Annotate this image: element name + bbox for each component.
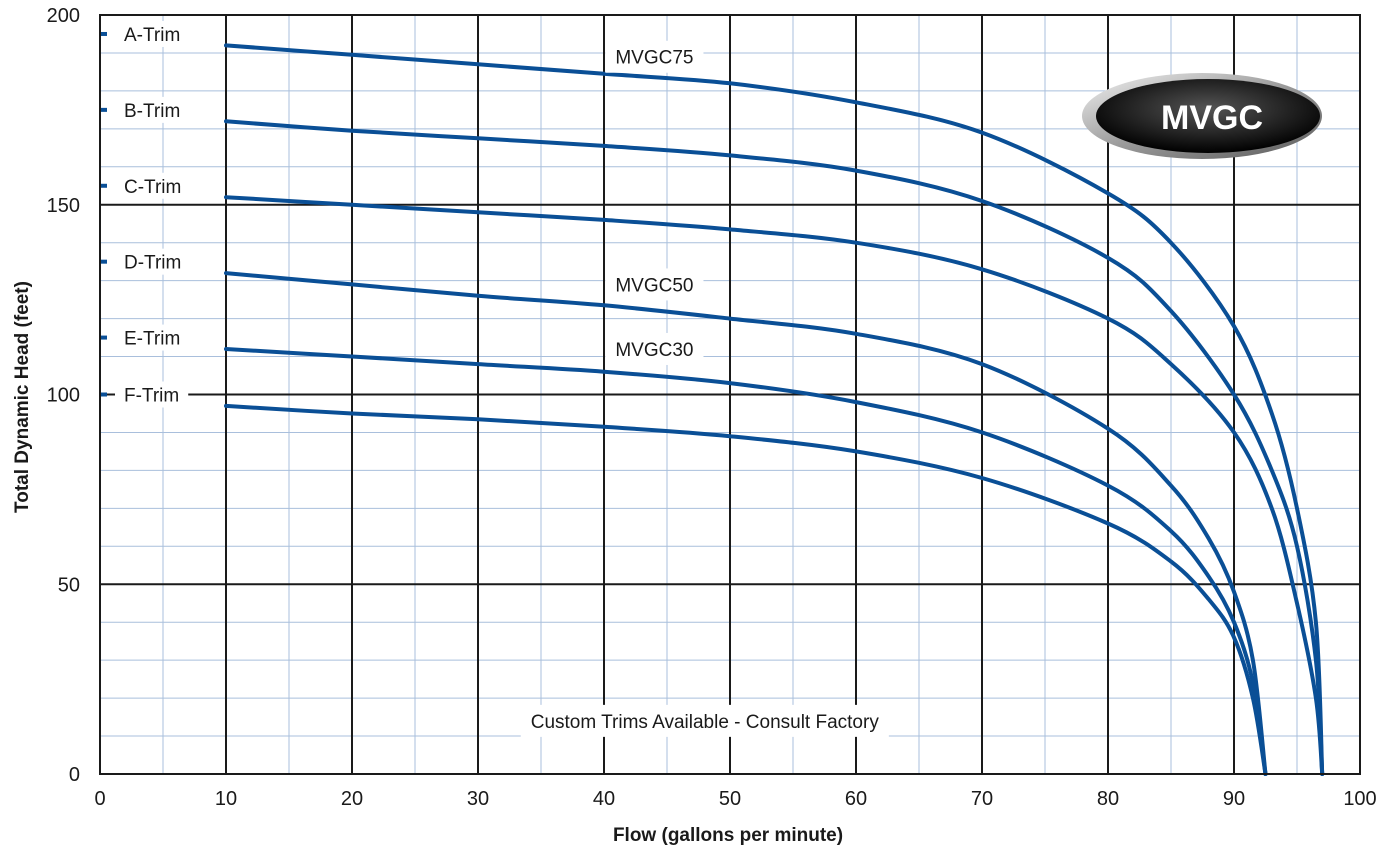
trim-label: D-Trim bbox=[124, 253, 181, 274]
trim-label: B-Trim bbox=[124, 101, 180, 122]
annotation-label: Custom Trims Available - Consult Factory bbox=[531, 712, 880, 733]
y-tick-label: 50 bbox=[58, 574, 80, 596]
x-tick-label: 70 bbox=[971, 788, 993, 810]
x-tick-label: 30 bbox=[467, 788, 489, 810]
labels-layer: A-Trim B-Trim C-Trim D-Trim E-Trim F-Trim MVGC… bbox=[100, 20, 889, 737]
annotation-label: MVGC30 bbox=[615, 340, 693, 361]
trim-label-bg bbox=[115, 248, 191, 275]
x-tick-label: 80 bbox=[1097, 788, 1119, 810]
x-tick-label: 20 bbox=[341, 788, 363, 810]
trim-label-bg bbox=[115, 381, 189, 408]
logo-text: MVGC bbox=[1161, 99, 1263, 137]
plot-frame bbox=[99, 14, 1361, 775]
annotation-bg bbox=[605, 268, 704, 301]
trim-label-bg bbox=[115, 20, 190, 47]
y-tick-label: 0 bbox=[69, 764, 80, 786]
x-tick-label: 10 bbox=[215, 788, 237, 810]
annotation-bg bbox=[605, 332, 704, 365]
annotation-label: MVGC75 bbox=[615, 48, 693, 69]
x-tick-label: 0 bbox=[94, 788, 105, 810]
y-tick-label: 100 bbox=[47, 385, 80, 407]
x-axis-title: Flow (gallons per minute) bbox=[613, 825, 843, 846]
series-line-f-trim bbox=[224, 403, 1268, 776]
trim-label: C-Trim bbox=[124, 177, 181, 198]
annotation-bg bbox=[605, 40, 704, 73]
y-tick-label: 200 bbox=[47, 5, 80, 27]
trim-label: E-Trim bbox=[124, 329, 180, 350]
series-line-b-trim bbox=[224, 119, 1325, 776]
x-tick-label: 100 bbox=[1343, 788, 1376, 810]
series-line-a-trim bbox=[224, 43, 1325, 776]
series-line-c-trim bbox=[224, 195, 1325, 776]
x-tick-label: 90 bbox=[1223, 788, 1245, 810]
y-tick-label: 150 bbox=[47, 195, 80, 217]
x-tick-label: 60 bbox=[845, 788, 867, 810]
series-line-d-trim bbox=[224, 271, 1268, 776]
series-layer bbox=[224, 43, 1325, 776]
trim-label-bg bbox=[115, 96, 190, 123]
annotation-label: MVGC50 bbox=[615, 275, 693, 296]
ticks-layer: 0 10 20 30 40 50 60 70 80 90 100 0 50 100 150 200 bbox=[47, 5, 1377, 810]
x-tick-label: 40 bbox=[593, 788, 615, 810]
x-tick-label: 50 bbox=[719, 788, 741, 810]
trim-label: A-Trim bbox=[124, 25, 180, 46]
mvgc-logo: MVGC bbox=[1082, 73, 1322, 159]
trim-label: F-Trim bbox=[124, 386, 179, 407]
series-line-e-trim bbox=[224, 347, 1268, 776]
trim-label-bg bbox=[115, 172, 191, 199]
annotation-bg bbox=[520, 704, 889, 737]
trim-label-bg bbox=[115, 324, 190, 351]
y-axis-title: Total Dynamic Head (feet) bbox=[12, 281, 33, 513]
